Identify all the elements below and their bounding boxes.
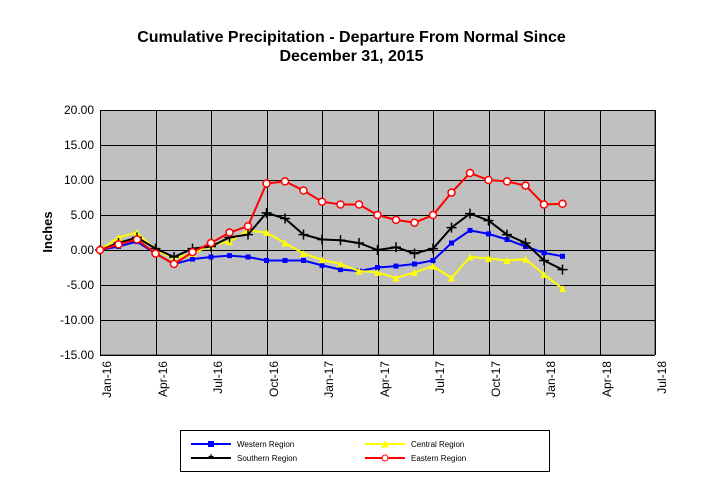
series-marker: [209, 255, 214, 260]
series-marker: [374, 212, 381, 219]
series-marker: [320, 263, 325, 268]
legend-label: Southern Region: [237, 454, 297, 463]
series-marker: [411, 219, 418, 226]
series-marker: [264, 258, 269, 263]
x-tick-label: Jan-18: [544, 361, 558, 398]
grid-line-v: [544, 110, 545, 355]
series-marker: [373, 245, 383, 255]
series-marker: [226, 229, 233, 236]
grid-line-v: [433, 110, 434, 355]
x-tick-label: Oct-16: [267, 361, 281, 397]
legend-item: Western Region: [191, 437, 365, 451]
x-tick-label: Jul-17: [433, 361, 447, 394]
series-marker: [337, 201, 344, 208]
series-marker: [467, 170, 474, 177]
series-marker: [283, 258, 288, 263]
chart-container: Cumulative Precipitation - Departure Fro…: [0, 0, 703, 503]
x-tick-label: Apr-16: [156, 361, 170, 397]
legend-marker: +: [208, 453, 214, 463]
x-tick-label: Oct-17: [489, 361, 503, 397]
series-marker: [391, 242, 401, 252]
series-marker: [190, 257, 195, 262]
y-tick-label: -10.00: [60, 313, 94, 327]
series-marker: [317, 235, 327, 245]
y-tick-label: 15.00: [64, 138, 94, 152]
series-marker: [208, 240, 215, 247]
y-tick-label: 0.00: [71, 243, 94, 257]
series-marker: [300, 187, 307, 194]
series-marker: [504, 178, 511, 185]
legend-label: Western Region: [237, 440, 294, 449]
legend-label: Eastern Region: [411, 454, 466, 463]
x-tick-label: Jan-17: [322, 361, 336, 398]
title-line-1: Cumulative Precipitation - Departure Fro…: [0, 28, 703, 47]
grid-line-h: [100, 355, 655, 356]
series-marker: [522, 182, 529, 189]
series-marker: [542, 250, 547, 255]
grid-line-v: [655, 110, 656, 355]
legend-marker: [382, 455, 389, 462]
series-marker: [354, 238, 364, 248]
series-marker: [97, 247, 104, 254]
legend-item: Central Region: [365, 437, 539, 451]
series-marker: [485, 177, 492, 184]
y-tick-label: 5.00: [71, 208, 94, 222]
legend-marker: [208, 441, 214, 447]
series-marker: [393, 216, 400, 223]
series-marker: [336, 235, 346, 245]
y-tick-label: 20.00: [64, 103, 94, 117]
series-marker: [134, 236, 141, 243]
series-marker: [449, 241, 454, 246]
series-marker: [412, 262, 417, 267]
y-axis-title: Inches: [40, 211, 55, 252]
x-tick-label: Apr-17: [378, 361, 392, 397]
legend: Western Region Central Region + Southern Re…: [180, 430, 550, 472]
series-marker: [448, 189, 455, 196]
series-marker: [301, 258, 306, 263]
series-marker: [431, 258, 436, 263]
series-marker: [560, 254, 565, 259]
legend-swatch: +: [191, 453, 231, 463]
legend-swatch: [365, 453, 405, 463]
title-line-2: December 31, 2015: [0, 47, 703, 66]
series-marker: [338, 267, 343, 272]
series-marker: [486, 231, 491, 236]
series-marker: [245, 223, 252, 230]
series-marker: [430, 212, 437, 219]
x-tick-label: Jul-18: [655, 361, 669, 394]
y-tick-label: 10.00: [64, 173, 94, 187]
legend-marker: [381, 441, 389, 448]
series-marker: [263, 180, 270, 187]
plot-area: -15.00-10.00-5.000.005.0010.0015.0020.00…: [100, 110, 655, 355]
series-marker: [171, 261, 178, 268]
series-marker: [394, 264, 399, 269]
series-marker: [319, 198, 326, 205]
series-marker: [227, 253, 232, 258]
chart-title: Cumulative Precipitation - Departure Fro…: [0, 28, 703, 66]
series-marker: [559, 200, 566, 207]
y-tick-label: -15.00: [60, 348, 94, 362]
series-marker: [189, 249, 196, 256]
legend-item: Eastern Region: [365, 451, 539, 465]
y-tick-label: -5.00: [67, 278, 94, 292]
grid-line-v: [600, 110, 601, 355]
legend-label: Central Region: [411, 440, 464, 449]
legend-item: + Southern Region: [191, 451, 365, 465]
series-marker: [282, 178, 289, 185]
x-tick-label: Apr-18: [600, 361, 614, 397]
series-marker: [541, 201, 548, 208]
x-tick-label: Jan-16: [100, 361, 114, 398]
series-svg: [100, 110, 400, 260]
series-marker: [115, 241, 122, 248]
x-tick-label: Jul-16: [211, 361, 225, 394]
legend-swatch: [365, 439, 405, 449]
series-marker: [468, 228, 473, 233]
series-marker: [356, 201, 363, 208]
series-marker: [246, 255, 251, 260]
series-marker: [152, 250, 159, 257]
legend-swatch: [191, 439, 231, 449]
